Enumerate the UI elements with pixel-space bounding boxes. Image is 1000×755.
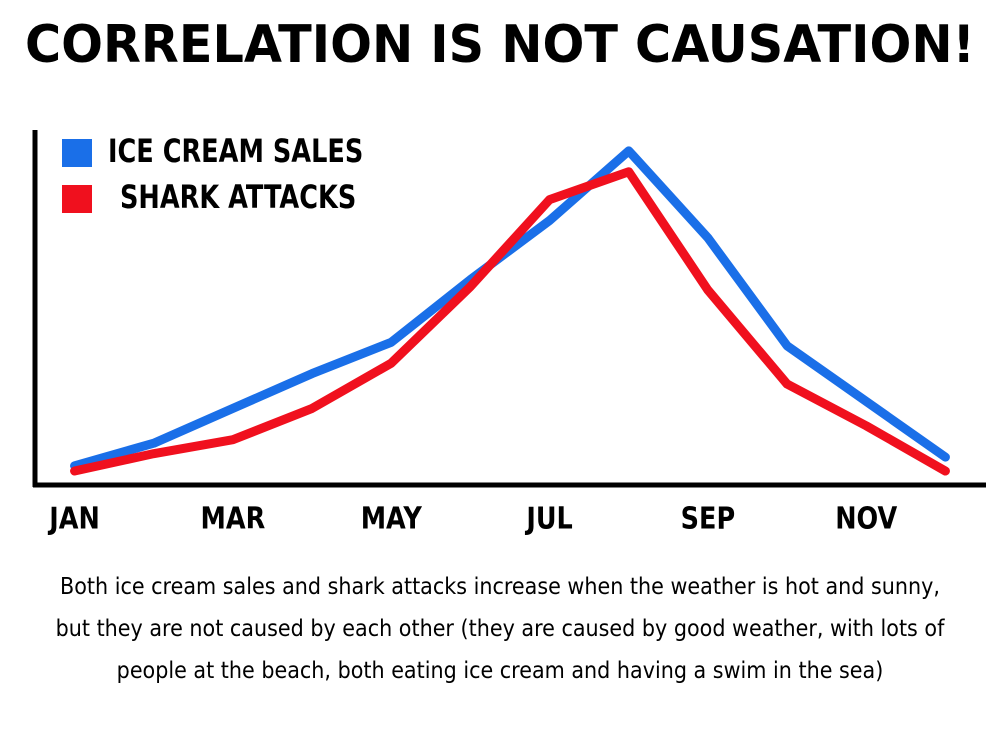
legend-swatch (62, 139, 92, 167)
x-tick-label: MAY (361, 501, 423, 537)
x-tick-label: NOV (835, 501, 897, 537)
legend-swatch (62, 185, 92, 213)
chart-title: CORRELATION IS NOT CAUSATION! (25, 15, 975, 75)
caption: Both ice cream sales and shark attacks i… (55, 574, 945, 684)
x-tick-label: SEP (681, 501, 735, 537)
x-tick-label: MAR (201, 501, 266, 537)
legend-label: SHARK ATTACKS (120, 178, 356, 216)
legend-label: ICE CREAM SALES (108, 132, 363, 170)
x-tick-label: JAN (47, 501, 99, 537)
series-line (70, 167, 950, 476)
series-line (70, 146, 950, 471)
chart: CORRELATION IS NOT CAUSATION! JAN MAR MAY J… (25, 15, 986, 537)
x-tick-label: JUL (525, 501, 573, 537)
